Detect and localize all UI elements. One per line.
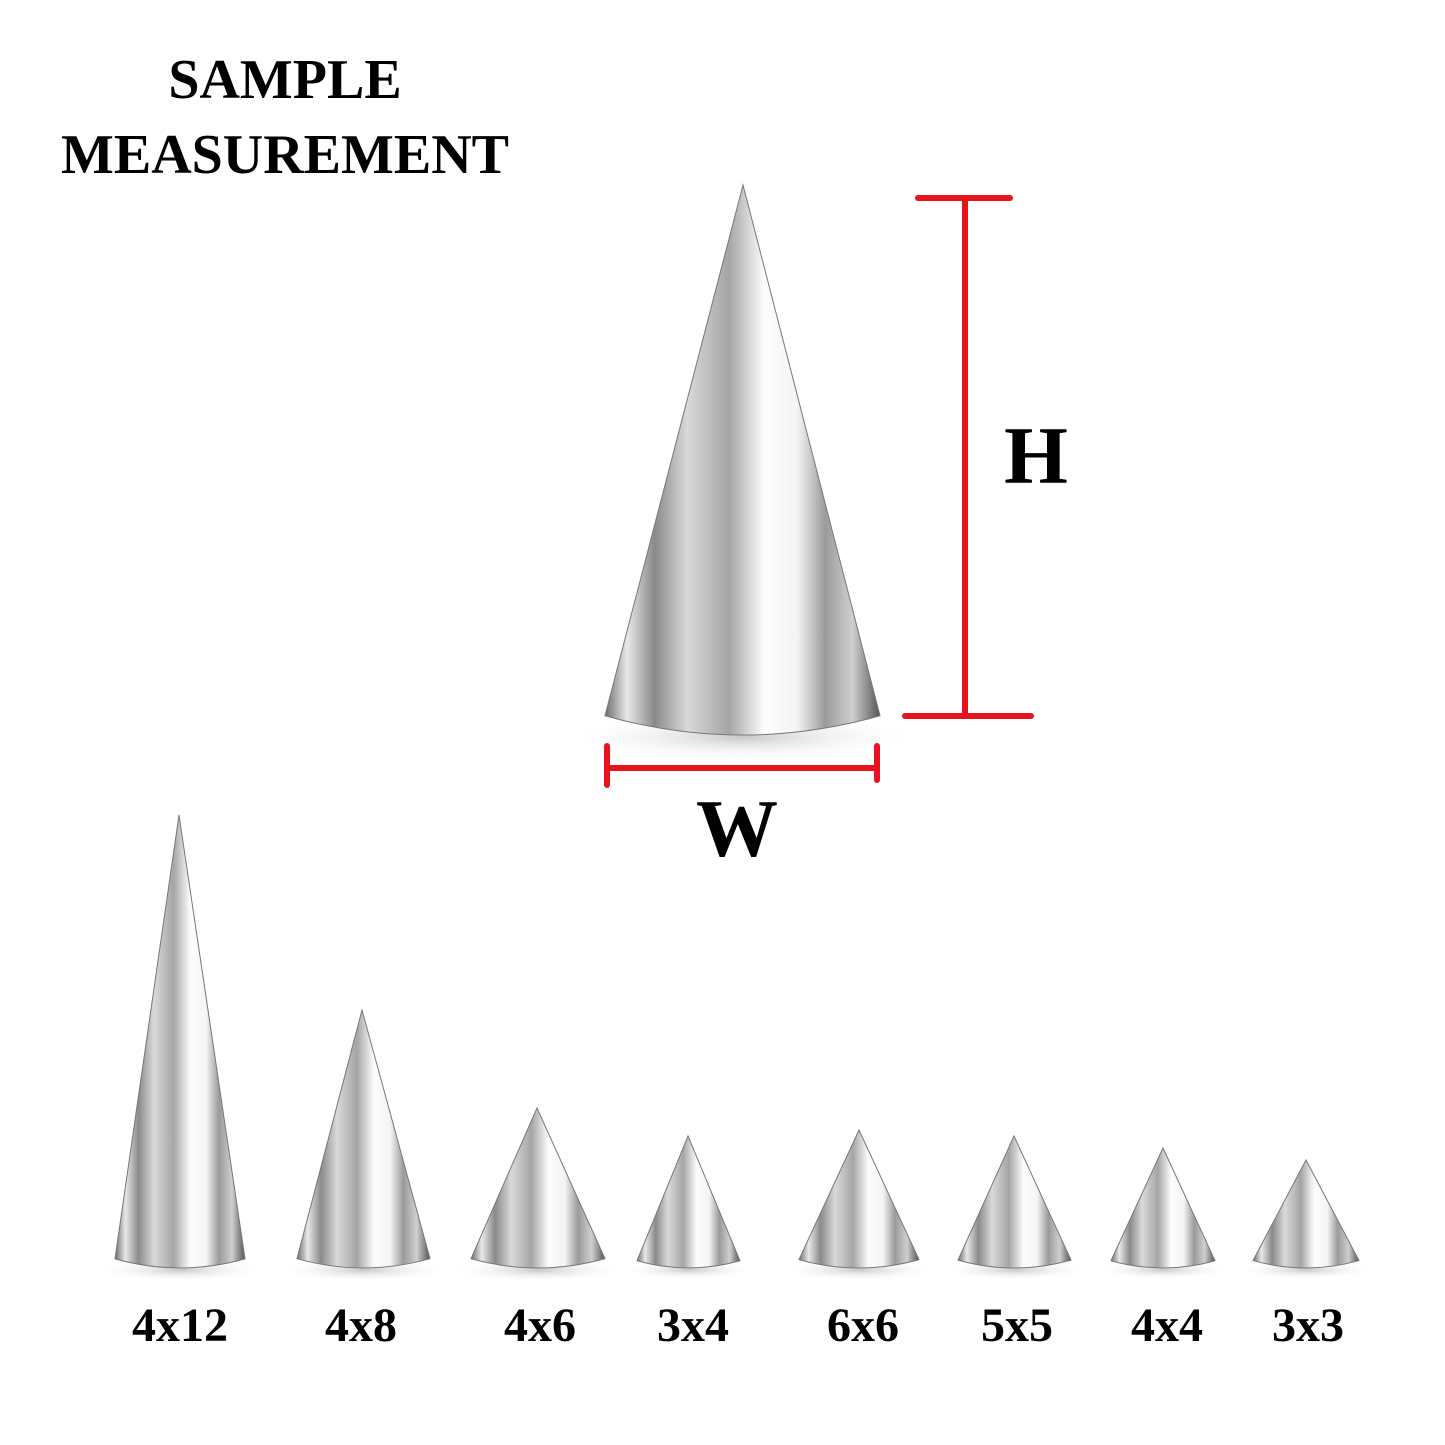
title-line-2: MEASUREMENT — [60, 124, 510, 186]
size-label-4x6: 4x6 — [504, 1299, 576, 1352]
title-line-1: SAMPLE — [168, 49, 402, 111]
cone-4x4 — [1095, 1146, 1231, 1280]
cone-5x5 — [941, 1134, 1088, 1281]
cone-4x12 — [95, 814, 265, 1282]
cone-6x6 — [781, 1128, 937, 1281]
cone-3x4 — [621, 1134, 756, 1280]
cone-4x8 — [277, 1008, 450, 1282]
size-label-3x3: 3x3 — [1272, 1299, 1344, 1352]
width-dimension-marker — [604, 743, 880, 788]
size-label-4x12: 4x12 — [132, 1299, 228, 1352]
size-label-4x8: 4x8 — [325, 1299, 397, 1352]
size-label-6x6: 6x6 — [827, 1299, 899, 1352]
height-label: H — [1004, 410, 1068, 501]
size-label-4x4: 4x4 — [1131, 1299, 1203, 1352]
sample-cone — [563, 183, 922, 762]
width-label: W — [696, 783, 778, 874]
size-label-3x4: 3x4 — [657, 1299, 729, 1352]
cone-4x6 — [450, 1106, 626, 1283]
cone-3x3 — [1237, 1158, 1375, 1280]
height-dimension-marker — [902, 195, 1034, 719]
size-label-5x5: 5x5 — [981, 1299, 1053, 1352]
